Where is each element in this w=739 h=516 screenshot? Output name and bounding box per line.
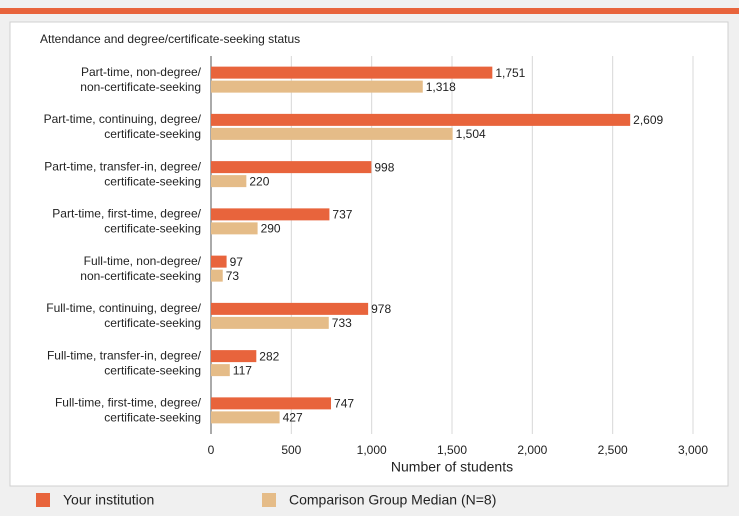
y-tick-label: certificate-seeking — [104, 127, 201, 141]
legend-swatch — [262, 493, 276, 507]
data-label: 117 — [233, 363, 252, 377]
bar — [211, 80, 423, 93]
y-tick-label: Full-time, non-degree/ — [84, 254, 202, 268]
y-tick-label: non-certificate-seeking — [80, 80, 201, 94]
data-label: 427 — [283, 411, 303, 425]
data-label: 1,318 — [426, 80, 456, 94]
panel — [9, 21, 729, 487]
y-tick-label: non-certificate-seeking — [80, 269, 201, 283]
y-tick-label: certificate-seeking — [104, 222, 201, 236]
data-label: 733 — [332, 316, 352, 330]
y-tick-label: Part-time, continuing, degree/ — [44, 112, 202, 126]
bar — [211, 411, 280, 424]
y-tick-label: Part-time, transfer-in, degree/ — [44, 159, 201, 173]
bar — [211, 66, 493, 79]
x-axis-label: Number of students — [391, 459, 513, 475]
data-label: 97 — [230, 255, 244, 269]
data-label: 978 — [371, 302, 391, 316]
y-tick-label: certificate-seeking — [104, 363, 201, 377]
bar — [211, 364, 230, 377]
bar — [211, 161, 372, 174]
x-tick-label: 1,000 — [357, 443, 387, 457]
legend-swatch — [36, 493, 50, 507]
x-tick-label: 2,000 — [517, 443, 547, 457]
y-tick-label: Full-time, continuing, degree/ — [46, 301, 201, 315]
data-label: 282 — [259, 349, 279, 363]
data-label: 2,609 — [633, 113, 663, 127]
data-label: 1,504 — [456, 127, 486, 141]
bar — [211, 113, 631, 126]
x-tick-label: 1,500 — [437, 443, 467, 457]
bar — [211, 302, 369, 315]
legend-label: Your institution — [63, 492, 154, 508]
data-label: 737 — [332, 208, 352, 222]
bar — [211, 269, 223, 282]
y-tick-label: Part-time, first-time, degree/ — [52, 207, 201, 221]
x-tick-label: 3,000 — [678, 443, 708, 457]
chart-title: Attendance and degree/certificate-seekin… — [40, 32, 300, 46]
data-label: 290 — [261, 222, 281, 236]
x-tick-label: 0 — [208, 443, 215, 457]
data-label: 220 — [249, 174, 269, 188]
bar — [211, 175, 247, 188]
data-label: 747 — [334, 397, 354, 411]
bar — [211, 208, 330, 221]
x-tick-label: 500 — [281, 443, 301, 457]
data-label: 998 — [374, 160, 394, 174]
y-tick-label: Full-time, first-time, degree/ — [55, 396, 202, 410]
bar — [211, 397, 332, 410]
legend-label: Comparison Group Median (N=8) — [289, 492, 496, 508]
y-tick-label: Part-time, non-degree/ — [81, 65, 202, 79]
y-tick-label: certificate-seeking — [104, 174, 201, 188]
data-label: 73 — [226, 269, 240, 283]
bar — [211, 255, 227, 268]
bar — [211, 222, 258, 235]
y-tick-label: certificate-seeking — [104, 316, 201, 330]
bar — [211, 127, 453, 140]
y-tick-label: certificate-seeking — [104, 411, 201, 425]
bar — [211, 350, 257, 363]
x-tick-label: 2,500 — [598, 443, 628, 457]
top-bar — [0, 8, 739, 14]
y-tick-label: Full-time, transfer-in, degree/ — [47, 348, 202, 362]
data-label: 1,751 — [495, 66, 525, 80]
bar — [211, 316, 329, 329]
